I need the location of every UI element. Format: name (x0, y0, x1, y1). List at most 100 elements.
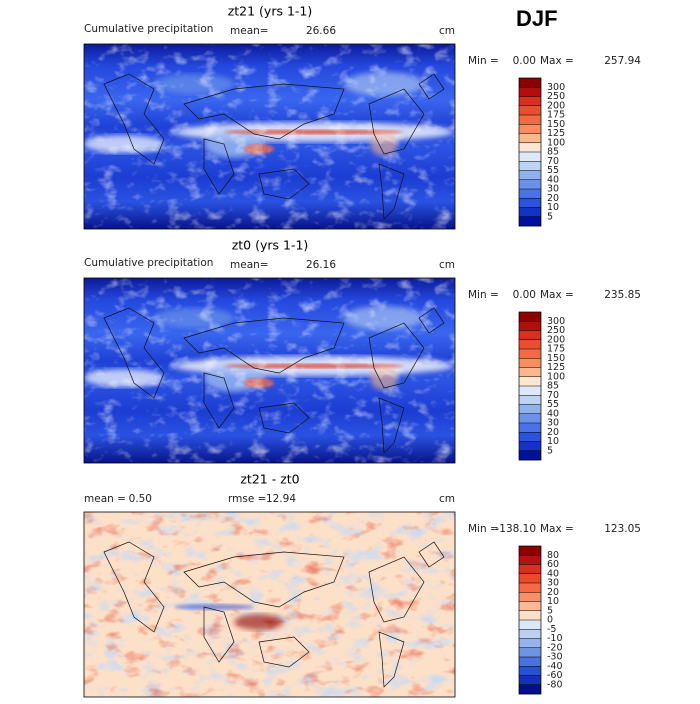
units: cm (439, 25, 455, 37)
colorbar-box (519, 601, 541, 612)
min-value: -138.10 (495, 523, 536, 535)
colorbar-box (519, 441, 541, 452)
colorbar-label: 200 (547, 100, 565, 111)
colorbar-label: -60 (547, 670, 563, 681)
colorbar-box (519, 78, 541, 88)
colorbar-label: 10 (547, 596, 559, 607)
colorbar-box (519, 638, 541, 649)
min-label: Min = (468, 523, 499, 535)
colorbar-label: 55 (547, 399, 559, 410)
units: cm (439, 493, 455, 505)
max-label: Max = (540, 289, 574, 301)
colorbar-label: 70 (547, 390, 559, 401)
colorbar-box (519, 413, 541, 424)
colorbar-box (519, 367, 541, 378)
colorbar-box (519, 592, 541, 602)
colorbar-box (519, 404, 541, 415)
colorbar-box (519, 124, 541, 134)
colorbar-box (519, 179, 541, 190)
panel-title: zt0 (yrs 1-1) (232, 238, 309, 253)
colorbar-label: 30 (547, 578, 559, 589)
colorbar-label: 40 (547, 568, 559, 579)
map-field (84, 44, 455, 229)
colorbar-label: 60 (547, 559, 559, 570)
colorbar-box (519, 666, 541, 676)
colorbar-box (519, 189, 541, 199)
colorbar-label: 125 (547, 128, 565, 139)
colorbar-box (519, 610, 541, 621)
colorbar-label: -10 (547, 633, 563, 644)
map-field (84, 512, 455, 697)
colorbar-box (519, 330, 541, 341)
colorbar-box (519, 115, 541, 125)
colorbar-label: 40 (547, 174, 559, 185)
colorbar-label: -5 (547, 624, 556, 635)
colorbar-label: 30 (547, 418, 559, 429)
stat-label: rmse = (228, 493, 266, 505)
colorbar-label: 100 (547, 137, 565, 148)
colorbar-label: 150 (547, 119, 565, 130)
colorbar-box (519, 675, 541, 686)
colorbar-label: 300 (547, 82, 565, 93)
colorbar-box (519, 198, 541, 208)
colorbar-label: -30 (547, 652, 563, 663)
panel-title: zt21 (yrs 1-1) (228, 4, 313, 19)
colorbar-label: 10 (547, 202, 559, 213)
colorbar-box (519, 432, 541, 442)
colorbar-label: 250 (547, 325, 565, 336)
colorbar-box (519, 207, 541, 218)
max-label: Max = (540, 55, 574, 67)
max-value: 123.05 (604, 523, 641, 535)
panel-title: zt21 - zt0 (240, 472, 299, 487)
colorbar-label: 300 (547, 316, 565, 327)
colorbar-label: 0 (547, 615, 553, 626)
max-value: 235.85 (604, 289, 641, 301)
colorbar-box (519, 312, 541, 322)
colorbar-label: 5 (547, 605, 553, 616)
colorbar-label: 10 (547, 436, 559, 447)
colorbar-label: 20 (547, 587, 559, 598)
colorbar-box (519, 96, 541, 107)
variable-name: Cumulative precipitation (84, 23, 213, 35)
colorbar-box (519, 349, 541, 359)
colorbar-label: 20 (547, 427, 559, 438)
colorbar-box (519, 629, 541, 639)
colorbar-label: 5 (547, 445, 553, 456)
colorbar-label: 175 (547, 344, 565, 355)
colorbar-label: 80 (547, 550, 559, 561)
colorbar-box (519, 684, 541, 695)
colorbar-label: 125 (547, 362, 565, 373)
colorbar-label: 70 (547, 156, 559, 167)
colorbar-box (519, 142, 541, 153)
stat-label: mean= (230, 25, 269, 37)
colorbar-label: 150 (547, 353, 565, 364)
min-label: Min = (468, 289, 499, 301)
colorbar-label: 40 (547, 408, 559, 419)
colorbar-label: -40 (547, 661, 563, 672)
colorbar-label: -80 (547, 679, 563, 690)
units: cm (439, 259, 455, 271)
colorbar-label: 200 (547, 334, 565, 345)
colorbar-label: 85 (547, 147, 559, 158)
colorbar-box (519, 321, 541, 331)
colorbar-box (519, 450, 541, 461)
max-value: 257.94 (604, 55, 641, 67)
colorbar-box (519, 152, 541, 162)
figure-title: DJF (516, 6, 558, 31)
colorbar-box (519, 564, 541, 575)
variable-name: Cumulative precipitation (84, 257, 213, 269)
min-label: Min = (468, 55, 499, 67)
colorbar-label: 250 (547, 91, 565, 102)
colorbar-box (519, 423, 541, 433)
stat-value: 0.50 (129, 493, 152, 505)
colorbar-label: 175 (547, 110, 565, 121)
colorbar-label: 30 (547, 184, 559, 195)
colorbar-box (519, 161, 541, 171)
colorbar-box (519, 555, 541, 565)
colorbar-box (519, 583, 541, 593)
colorbar-box (519, 395, 541, 405)
colorbar-box (519, 105, 541, 116)
colorbar-box (519, 657, 541, 667)
stat-value: 12.94 (266, 493, 296, 505)
